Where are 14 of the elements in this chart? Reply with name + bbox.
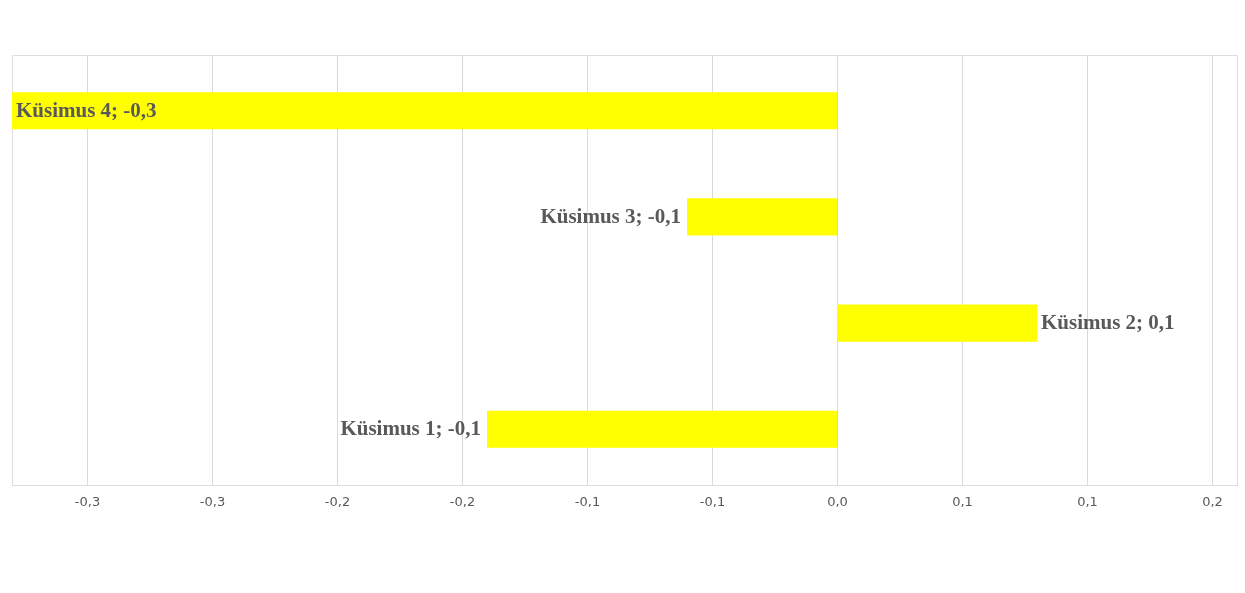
data-label: Küsimus 1; -0,1 — [340, 416, 481, 441]
x-tick-label: -0,2 — [324, 493, 351, 509]
data-label: Küsimus 4; -0,3 — [16, 97, 157, 122]
data-label: Küsimus 2; 0,1 — [1041, 310, 1175, 335]
data-label: Küsimus 3; -0,1 — [540, 203, 681, 228]
x-tick-label: -0,2 — [449, 493, 476, 509]
x-tick-label: -0,3 — [199, 493, 226, 509]
x-tick-label: 0,1 — [1077, 493, 1098, 509]
x-tick-label: -0,1 — [699, 493, 726, 509]
x-tick-label: 0,2 — [1202, 493, 1223, 509]
x-tick-label: -0,3 — [74, 493, 101, 509]
x-tick-label: 0,0 — [827, 493, 848, 509]
x-tick-label: -0,1 — [574, 493, 601, 509]
x-tick-label: 0,1 — [952, 493, 973, 509]
